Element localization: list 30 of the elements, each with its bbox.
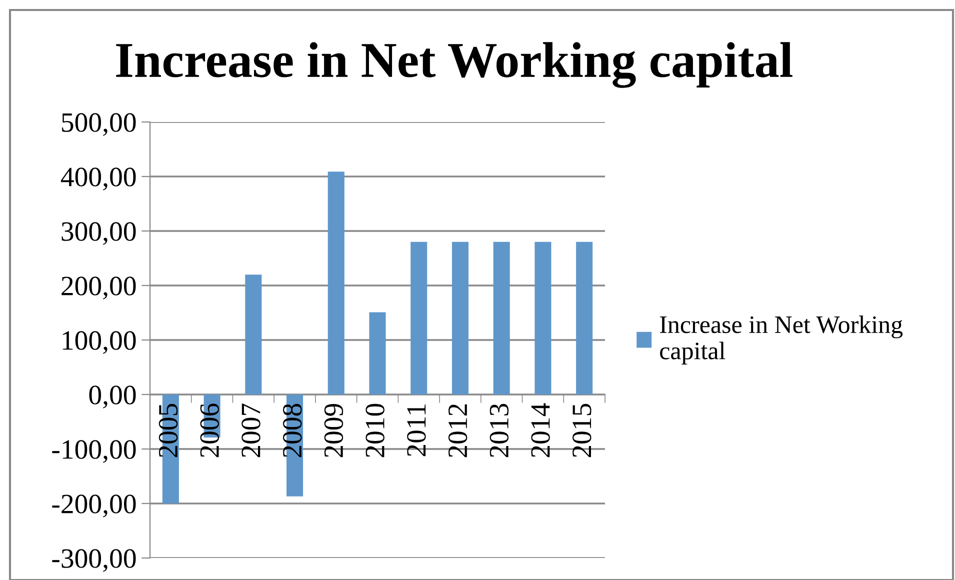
y-tick-label: -100,00 (52, 440, 136, 463)
y-tick-label: 100,00 (62, 331, 136, 354)
y-tick-label: 0,00 (89, 386, 136, 408)
bar (452, 242, 468, 394)
legend-label: Increase in Net Working capital (660, 316, 903, 364)
y-tick-label: 500,00 (62, 113, 136, 136)
y-tick-label: 200,00 (62, 276, 136, 300)
chart-title: Increase in Net Working capital (116, 42, 792, 88)
x-tick-label: 2005 (158, 404, 178, 458)
x-tick-label: 2006 (200, 404, 219, 458)
bar (410, 242, 428, 394)
bar (576, 242, 593, 394)
y-tick-label: 300,00 (62, 222, 136, 245)
bar (369, 312, 386, 394)
x-tick-label: 2010 (366, 404, 384, 458)
x-tick-label: 2007 (242, 404, 260, 458)
bar (493, 242, 510, 394)
x-tick-label: 2014 (531, 403, 550, 458)
y-tick-label: 400,00 (60, 168, 136, 190)
x-tick-label: 2015 (572, 404, 592, 458)
x-tick-label: 2013 (490, 404, 509, 458)
x-tick-label: 2011 (407, 404, 426, 456)
x-tick-label: 2012 (448, 404, 468, 458)
bar (245, 274, 262, 394)
bar (534, 242, 552, 394)
bar (328, 172, 344, 394)
x-tick-label: 2009 (324, 404, 344, 458)
y-tick-label: -300,00 (52, 549, 136, 572)
x-tick-label: 2008 (282, 404, 302, 458)
y-tick-label: -200,00 (52, 494, 136, 518)
